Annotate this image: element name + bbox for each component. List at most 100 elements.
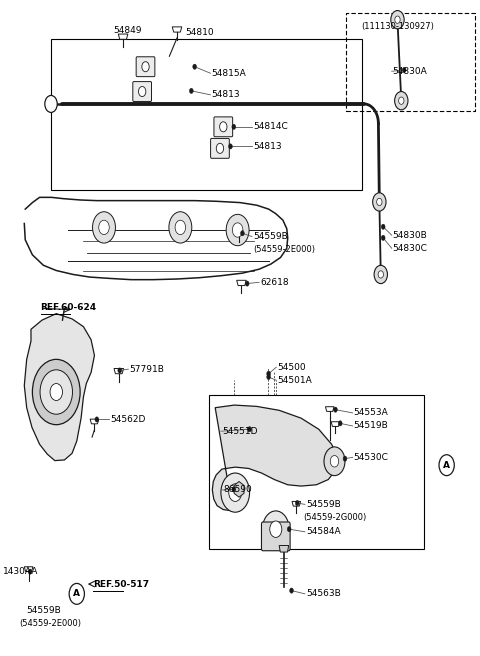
- Circle shape: [139, 87, 146, 96]
- Text: 54814C: 54814C: [253, 122, 288, 131]
- Circle shape: [395, 16, 400, 24]
- Text: 54830C: 54830C: [393, 244, 428, 253]
- Text: 54830B: 54830B: [393, 231, 428, 239]
- Circle shape: [216, 143, 224, 154]
- Text: 54584A: 54584A: [306, 527, 340, 537]
- Circle shape: [402, 68, 406, 73]
- Text: 54815A: 54815A: [211, 69, 246, 78]
- Polygon shape: [118, 34, 128, 39]
- FancyBboxPatch shape: [262, 522, 290, 551]
- Circle shape: [381, 236, 385, 241]
- Text: 54530C: 54530C: [354, 453, 388, 462]
- Circle shape: [229, 483, 241, 501]
- Polygon shape: [114, 369, 123, 374]
- Circle shape: [28, 569, 32, 574]
- Circle shape: [289, 588, 293, 593]
- FancyBboxPatch shape: [214, 117, 233, 136]
- Circle shape: [377, 198, 382, 205]
- Circle shape: [232, 124, 236, 129]
- Circle shape: [95, 417, 99, 422]
- Circle shape: [175, 220, 186, 235]
- Circle shape: [142, 62, 149, 72]
- Text: REF.60-624: REF.60-624: [40, 302, 96, 312]
- Circle shape: [439, 455, 454, 476]
- Circle shape: [381, 224, 385, 230]
- Circle shape: [220, 122, 227, 132]
- Circle shape: [69, 583, 84, 604]
- Circle shape: [232, 487, 236, 492]
- Polygon shape: [212, 405, 338, 511]
- Circle shape: [248, 426, 252, 432]
- Circle shape: [324, 447, 345, 476]
- Circle shape: [378, 271, 384, 278]
- Polygon shape: [234, 230, 243, 235]
- Polygon shape: [325, 407, 334, 411]
- Circle shape: [93, 212, 116, 243]
- Circle shape: [221, 473, 250, 512]
- Circle shape: [398, 97, 404, 104]
- Circle shape: [118, 368, 121, 373]
- Text: 54501A: 54501A: [277, 376, 312, 385]
- Text: 54559B: 54559B: [253, 232, 288, 241]
- Polygon shape: [24, 314, 95, 461]
- Text: 54813: 54813: [253, 142, 282, 151]
- Text: (54559-2G000): (54559-2G000): [303, 513, 366, 522]
- Circle shape: [190, 89, 193, 94]
- Circle shape: [245, 281, 249, 286]
- Circle shape: [228, 144, 232, 149]
- Text: 57791B: 57791B: [129, 365, 164, 374]
- Circle shape: [372, 193, 386, 211]
- Circle shape: [169, 212, 192, 243]
- Circle shape: [240, 231, 244, 236]
- Text: 54830A: 54830A: [393, 67, 428, 76]
- Circle shape: [287, 527, 291, 532]
- Circle shape: [330, 455, 339, 467]
- Circle shape: [295, 501, 299, 506]
- Polygon shape: [90, 419, 99, 424]
- Polygon shape: [292, 501, 300, 506]
- Circle shape: [40, 370, 72, 414]
- Circle shape: [395, 92, 408, 110]
- Polygon shape: [24, 567, 33, 571]
- Text: 54559B: 54559B: [306, 500, 341, 509]
- Text: 54559B: 54559B: [26, 605, 61, 615]
- Circle shape: [263, 511, 289, 548]
- Circle shape: [267, 375, 271, 380]
- Circle shape: [232, 223, 243, 237]
- Text: A: A: [443, 461, 450, 470]
- Text: 54553A: 54553A: [354, 409, 388, 417]
- Text: 54551D: 54551D: [222, 426, 257, 436]
- Text: (54559-2E000): (54559-2E000): [20, 619, 82, 628]
- Circle shape: [374, 265, 387, 283]
- Circle shape: [50, 384, 62, 401]
- Circle shape: [391, 10, 404, 29]
- Text: 54849: 54849: [114, 26, 142, 35]
- Text: 62618: 62618: [260, 277, 288, 287]
- Text: 1430AA: 1430AA: [3, 567, 38, 576]
- Text: 54813: 54813: [211, 91, 240, 99]
- Text: (54559-2E000): (54559-2E000): [253, 245, 315, 254]
- Text: 54562D: 54562D: [110, 415, 145, 424]
- Circle shape: [33, 359, 80, 424]
- Circle shape: [338, 420, 342, 426]
- Bar: [209, 395, 424, 549]
- Polygon shape: [172, 27, 182, 32]
- Polygon shape: [279, 546, 288, 552]
- FancyBboxPatch shape: [136, 57, 155, 77]
- Text: 86590: 86590: [223, 485, 252, 495]
- FancyBboxPatch shape: [211, 138, 229, 158]
- Text: (111130-130927): (111130-130927): [362, 22, 434, 31]
- Circle shape: [267, 371, 271, 377]
- Circle shape: [226, 215, 249, 246]
- Text: REF.50-517: REF.50-517: [94, 579, 150, 588]
- Polygon shape: [331, 422, 340, 426]
- Text: 54810: 54810: [185, 28, 214, 37]
- Text: 54519B: 54519B: [354, 422, 388, 430]
- Circle shape: [193, 64, 197, 70]
- Circle shape: [334, 407, 337, 412]
- Text: A: A: [73, 589, 80, 598]
- Text: 54500: 54500: [277, 363, 306, 372]
- Circle shape: [99, 220, 109, 235]
- Polygon shape: [237, 280, 246, 285]
- Circle shape: [343, 456, 347, 461]
